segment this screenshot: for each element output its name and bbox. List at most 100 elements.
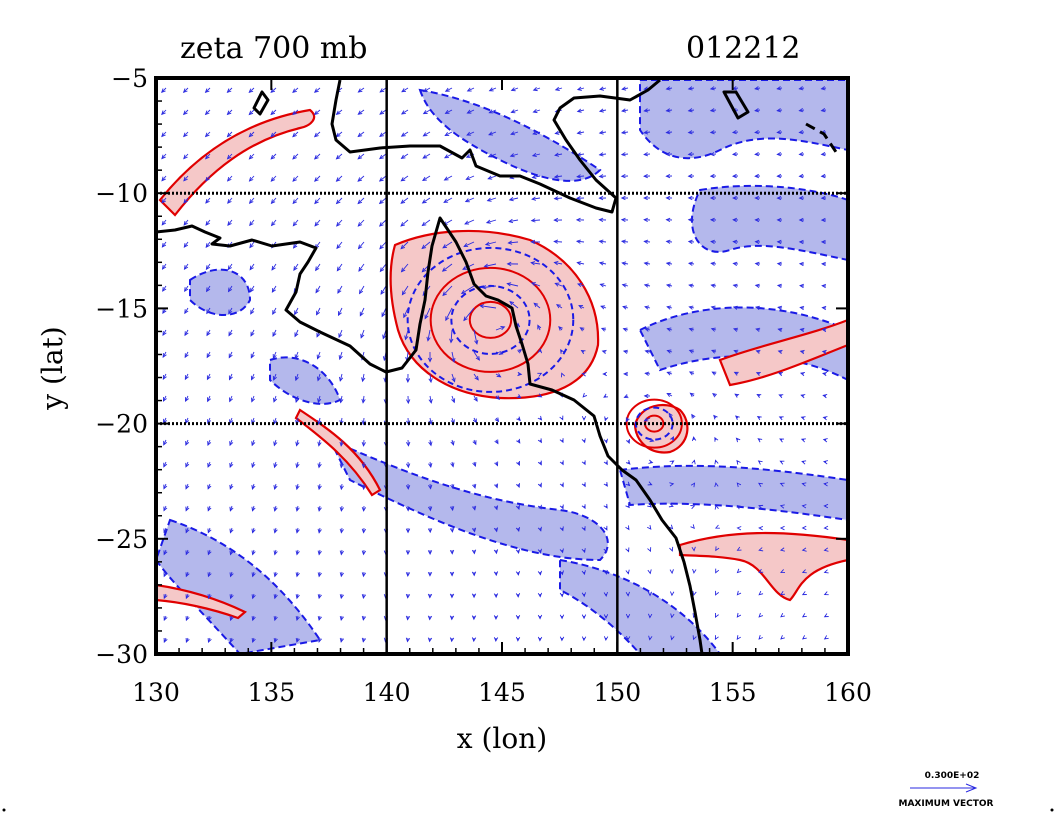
wind-vector-head — [339, 550, 344, 556]
wind-vector-head — [292, 177, 297, 182]
wind-vector-head — [620, 195, 626, 201]
wind-vector-head — [537, 348, 543, 354]
wind-vector — [292, 131, 299, 138]
wind-vector-head — [687, 130, 693, 135]
wind-vector-head — [779, 460, 785, 465]
wind-vector-head — [400, 154, 406, 160]
wind-vector-head — [249, 221, 254, 227]
wind-vector-head — [251, 637, 256, 643]
wind-vector-head — [732, 283, 738, 288]
wind-vector-head — [665, 283, 671, 288]
wind-vector-head — [668, 412, 673, 418]
wind-vector — [227, 153, 233, 160]
wind-vector-head — [472, 483, 477, 489]
wind-vector — [336, 263, 343, 271]
wind-vector-head — [736, 635, 741, 640]
x-tick-label: 150 — [593, 678, 641, 707]
wind-vector — [271, 285, 277, 293]
wind-vector-head — [204, 154, 210, 160]
wind-vector — [271, 219, 277, 226]
wind-vector — [429, 395, 432, 403]
wind-vector — [314, 153, 321, 160]
wind-vector-head — [471, 505, 477, 511]
wind-vector-head — [493, 615, 499, 621]
wind-vector — [249, 131, 255, 137]
wind-vector-head — [715, 568, 720, 574]
wind-vector-head — [820, 86, 826, 91]
wind-vector-head — [500, 326, 506, 331]
wind-vector-head — [251, 550, 256, 556]
wind-vector-head — [731, 151, 737, 157]
wind-vector-head — [271, 287, 276, 293]
wind-vector-head — [603, 614, 609, 620]
wind-vector-head — [162, 287, 167, 292]
wind-vector — [445, 307, 453, 321]
wind-vector-head — [581, 614, 587, 620]
wind-vector-head — [801, 460, 807, 465]
wind-vector-head — [472, 462, 477, 468]
wind-vector-head — [444, 109, 450, 114]
wind-vector-head — [754, 151, 760, 157]
wind-vector — [510, 131, 519, 135]
wind-vector-head — [647, 547, 652, 553]
wind-vector-head — [603, 591, 608, 597]
wind-vector-head — [758, 482, 763, 487]
wind-vector — [599, 131, 607, 134]
wind-vector-head — [581, 504, 586, 510]
wind-vector — [473, 373, 479, 381]
wind-vector — [445, 109, 453, 114]
wind-vector-head — [603, 481, 608, 487]
wind-vector — [314, 175, 321, 182]
neg-region — [638, 306, 848, 382]
wind-vector-head — [602, 371, 608, 377]
wind-vector-head — [776, 86, 782, 91]
wind-vector-head — [229, 397, 233, 403]
wind-vector-head — [554, 130, 560, 135]
wind-vector-head — [532, 87, 538, 92]
wind-vector-head — [710, 283, 716, 288]
wind-vector-head — [294, 376, 299, 382]
wind-vector-head — [427, 593, 433, 599]
wind-vector-head — [292, 154, 297, 160]
wind-vector-head — [251, 594, 256, 600]
wind-vector-head — [823, 547, 829, 552]
wind-vector-head — [357, 177, 363, 182]
wind-vector-head — [620, 152, 626, 157]
wind-vector — [507, 283, 519, 287]
wind-vector-head — [798, 173, 804, 179]
wind-vector-head — [185, 594, 190, 600]
wind-vector-head — [273, 397, 278, 403]
wind-vector — [248, 109, 255, 115]
wind-vector-head — [183, 154, 188, 160]
wind-vector-head — [714, 504, 719, 510]
wind-vector — [554, 175, 563, 178]
wind-vector-head — [449, 549, 455, 555]
wind-vector — [205, 131, 211, 137]
wind-vector-head — [779, 525, 785, 531]
wind-vector-head — [715, 590, 719, 596]
wind-vector-head — [428, 463, 433, 468]
wind-vector-head — [648, 635, 653, 641]
wind-vector-head — [732, 327, 738, 332]
wind-vector-head — [162, 353, 167, 358]
wind-vector — [227, 219, 233, 226]
wind-vector-head — [798, 130, 804, 135]
wind-vector-head — [799, 283, 804, 289]
wind-vector-head — [537, 504, 542, 510]
wind-vector — [451, 373, 456, 382]
wind-vector-head — [710, 239, 715, 244]
coastline-islet — [252, 90, 270, 116]
wind-vector-head — [251, 419, 256, 425]
wind-vector-head — [758, 612, 764, 618]
wind-vector-head — [249, 243, 254, 249]
wind-vector-head — [163, 528, 168, 534]
wind-vector — [315, 263, 321, 271]
wind-vector — [295, 395, 299, 403]
wind-vector — [314, 87, 321, 93]
wind-vector-head — [207, 594, 212, 600]
wind-vector — [183, 219, 189, 226]
wind-vector-head — [598, 239, 604, 244]
wind-vector-head — [361, 550, 367, 556]
pos-region — [294, 408, 382, 497]
wind-vector-head — [670, 635, 675, 641]
